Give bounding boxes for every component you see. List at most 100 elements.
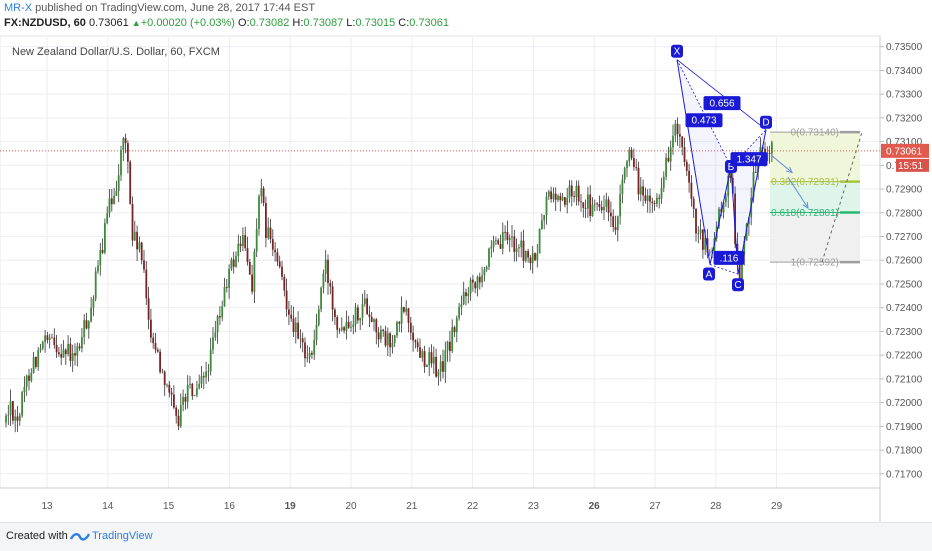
chart-title: New Zealand Dollar/U.S. Dollar, 60, FXCM [12,46,220,58]
candle-body [16,416,19,421]
last-price: 0.73061 [88,17,129,29]
fib-level-label: 1(0.72592) [791,258,839,269]
candle-body [150,319,152,338]
candle-body [646,195,649,201]
candle-body [251,274,253,292]
candle-body [262,188,265,203]
candle-body [748,217,750,224]
candle-body [338,329,341,331]
tradingview-logo-icon[interactable] [70,528,90,544]
pattern-ratio-badge [685,113,723,128]
candle-body [541,220,543,229]
pattern-point-badge [703,267,715,281]
candle-body [25,375,28,387]
candle-body [244,235,247,249]
y-tick-label: 0.72000 [886,398,923,409]
candle-body [110,198,113,205]
candle-body [416,342,419,348]
candle-body [681,136,684,148]
current-price-tag [881,143,929,158]
candle-body [147,298,150,320]
candle-body [506,232,509,241]
time-axis[interactable]: 13 14 15 16 19 20 21 22 23 26 27 28 29 [0,487,880,512]
candle-body [520,240,523,248]
candle-body [97,265,99,272]
candle-body [127,143,129,162]
candle-body [207,371,210,373]
candle-body [412,332,414,341]
candle-body [14,416,17,421]
candle-body [605,199,608,207]
candle-body [635,166,638,168]
y-tick-label: 0.73300 [886,90,923,101]
candle-body [414,340,417,343]
open-label: O: [237,17,250,29]
candle-body [727,175,730,197]
high-label: H: [292,17,304,29]
x-tick-label: 14 [102,501,114,512]
candle-body [495,240,497,242]
candle-body [354,307,357,325]
candle-body [421,351,424,358]
pattern-ratio-line [709,264,739,275]
candle-body [662,176,665,188]
candle-body [593,203,596,205]
candle-body [214,332,217,338]
candle-body [202,376,205,378]
candle-body [124,138,127,144]
y-tick-label: 0.72700 [886,232,923,243]
y-tick-label: 0.71800 [886,446,923,457]
fib-retracement[interactable]: 0(0.73140) 0.382(0.72931) 0.618(0.72801) 1(… [0,128,880,269]
candle-body [490,246,493,249]
y-tick-label: 0.73100 [886,137,923,148]
candle-body [660,187,663,199]
candle-body [60,354,63,358]
candle-body [538,228,541,254]
candle-body [476,276,479,289]
candle-body [568,185,571,198]
up-triangle-icon: ▲ [131,18,141,28]
candle-body [163,371,166,386]
price-axis[interactable]: 0.73500 0.73400 0.73300 0.73200 0.731000.730… [879,36,929,522]
projection-arrow [787,176,809,209]
candle-body [444,350,447,372]
projection-arrowhead [802,202,809,209]
symbol-label[interactable]: FX:NZDUSD, 60 [4,17,86,29]
candle-body [92,298,95,308]
candle-body [518,247,520,249]
candle-body [186,384,189,402]
candle-body [607,199,610,213]
ohlc-line: FX:NZDUSD, 60 0.73061 ▲+0.00020 (+0.03%)… [4,17,449,29]
y-tick-label: 0.72600 [886,256,923,267]
candle-body [239,243,242,247]
candle-body [658,197,661,199]
candle-body [754,171,757,173]
tradingview-brand[interactable]: TradingView [92,530,153,542]
candle-body [5,415,7,423]
candle-body [718,208,720,227]
candle-body [138,242,141,250]
candle-body [205,371,207,378]
author-link[interactable]: MR-X [4,2,33,14]
candle-body [212,337,214,350]
candle-body [113,195,115,205]
candle-body [389,333,391,348]
candle-body [729,175,732,178]
candle-body [347,322,350,328]
candle-body [711,250,713,252]
candle-body [94,271,97,299]
candle-body [704,238,707,250]
candle-body [265,202,267,238]
candle-body [485,266,488,270]
candle-body [182,396,184,405]
candle-body [343,327,345,331]
countdown-label: 15:51 [898,161,923,172]
candle-body [683,147,686,163]
candle-body [430,352,433,364]
candle-body [536,253,539,261]
candle-body [524,251,527,261]
harmonic-pattern[interactable]: X A B C D 0.473 0.656 1.347 .116 [671,44,809,292]
price-chart[interactable]: 0(0.73140) 0.382(0.72931) 0.618(0.72801) 1(… [0,0,932,522]
candle-body [419,347,421,358]
pattern-ratio-label: .116 [720,253,739,264]
